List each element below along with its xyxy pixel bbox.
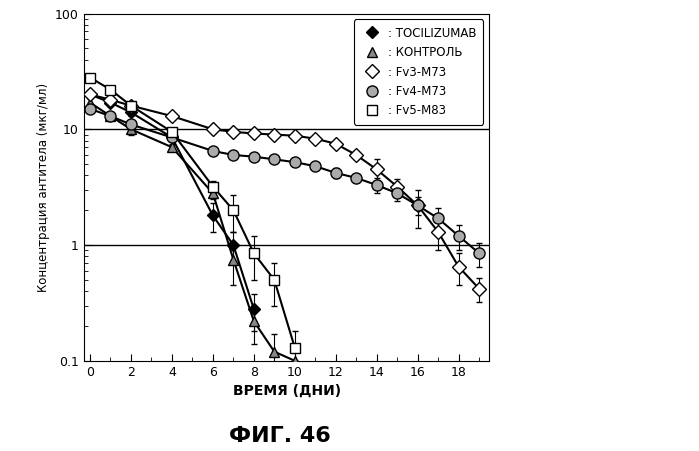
Legend: : TOCILIZUMAB, : КОНТРОЛЬ, : Fv3-M73, : Fv4-M73, : Fv5-M83: : TOCILIZUMAB, : КОНТРОЛЬ, : Fv3-M73, : … bbox=[354, 19, 484, 124]
Text: ФИГ. 46: ФИГ. 46 bbox=[229, 427, 331, 446]
X-axis label: ВРЕМЯ (ДНИ): ВРЕМЯ (ДНИ) bbox=[233, 384, 340, 398]
Y-axis label: Концентрация антитела (мкг/мл): Концентрация антитела (мкг/мл) bbox=[36, 83, 50, 292]
